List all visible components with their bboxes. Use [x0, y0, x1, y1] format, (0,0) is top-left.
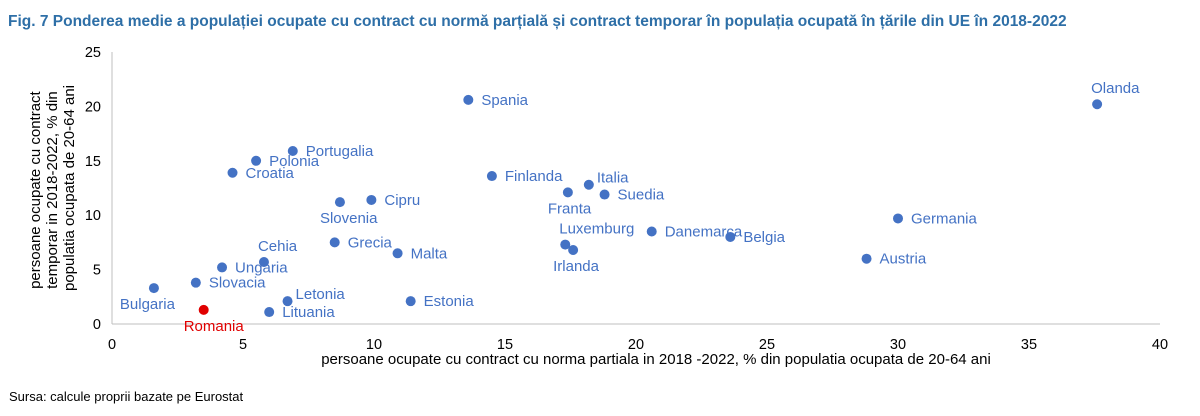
point-label: Luxemburg	[559, 221, 634, 238]
data-point	[562, 187, 573, 198]
point-label: Irlanda	[553, 258, 600, 275]
data-point	[227, 167, 238, 178]
point-label: Austria	[880, 251, 927, 268]
point-label: Slovacia	[209, 275, 266, 292]
data-point	[366, 194, 377, 205]
x-tick-label: 25	[759, 337, 775, 353]
axes	[111, 52, 1160, 325]
x-axis-label: persoane ocupate cu contract cu norma pa…	[321, 351, 991, 368]
x-tick-label: 20	[628, 337, 644, 353]
point-label: Danemarca	[665, 224, 743, 241]
x-tick-label: 40	[1152, 337, 1168, 353]
data-point	[282, 296, 293, 307]
data-point	[583, 179, 594, 190]
data-points	[148, 94, 1103, 318]
x-tick-label: 35	[1021, 337, 1037, 353]
x-tick-labels: 0 5 10 15 20 25 30 35 40	[108, 337, 1168, 353]
data-point	[463, 94, 474, 105]
point-label: Germania	[911, 210, 978, 227]
point-label: Olanda	[1091, 80, 1140, 97]
data-point	[392, 248, 403, 259]
y-axis-label-line-2: temporar in 2018-2022, % din	[44, 91, 61, 289]
x-tick-label: 0	[108, 337, 116, 353]
data-point	[329, 237, 340, 248]
data-point	[893, 213, 903, 224]
y-tick-label: 25	[85, 45, 101, 61]
data-point	[258, 256, 269, 267]
data-point	[287, 146, 298, 157]
x-tick-label: 10	[366, 337, 382, 353]
y-tick-label: 10	[85, 208, 101, 224]
point-label: Polonia	[269, 153, 320, 170]
data-point	[646, 226, 657, 237]
point-label: Cipru	[384, 192, 420, 209]
y-tick-labels: 0 5 10 15 20 25	[85, 45, 101, 333]
point-label: Cehia	[258, 238, 298, 255]
data-point	[251, 155, 262, 166]
point-label: Bulgaria	[120, 296, 176, 313]
source-note: Sursa: calcule proprii bazate pe Eurosta…	[9, 389, 244, 404]
point-label: Malta	[411, 245, 448, 262]
data-point	[560, 239, 571, 250]
point-label: Portugalia	[306, 143, 374, 160]
y-axis-label: persoane ocupate cu contract temporar in…	[27, 85, 78, 291]
y-tick-label: 15	[85, 154, 101, 170]
data-point	[198, 304, 209, 315]
chart-title: Fig. 7 Ponderea medie a populației ocupa…	[8, 13, 1067, 30]
y-tick-label: 5	[93, 263, 101, 279]
point-label: Suedia	[618, 187, 665, 204]
data-point	[148, 283, 159, 294]
point-label: Spania	[481, 92, 528, 109]
data-point	[725, 231, 736, 242]
data-point	[217, 262, 228, 273]
data-point	[599, 189, 610, 200]
point-label: Estonia	[424, 293, 475, 310]
point-label: Franta	[548, 200, 592, 217]
point-label: Slovenia	[320, 210, 378, 227]
point-label: Grecia	[348, 234, 393, 251]
point-label: Romania	[184, 318, 245, 335]
x-tick-label: 15	[497, 337, 513, 353]
x-tick-label: 5	[239, 337, 247, 353]
point-label: Lituania	[282, 304, 335, 321]
point-label: Italia	[597, 170, 629, 187]
data-point	[486, 171, 497, 182]
y-axis-label-line-1: persoane ocupate cu contract	[27, 90, 44, 288]
data-point	[334, 197, 345, 208]
data-point	[264, 307, 275, 318]
point-label: Finlanda	[505, 168, 563, 185]
point-label: Belgia	[743, 229, 785, 246]
point-label: Ungaria	[235, 259, 288, 276]
y-axis-label-line-3: populatia ocupata de 20-64 ani	[61, 85, 78, 291]
data-point	[568, 245, 579, 256]
data-point	[405, 296, 416, 307]
data-point	[190, 277, 201, 288]
y-tick-label: 0	[93, 317, 101, 333]
data-point	[861, 253, 872, 264]
y-tick-label: 20	[85, 99, 101, 115]
point-label: Croatia	[246, 165, 295, 182]
point-label: Letonia	[296, 286, 346, 303]
x-tick-label: 30	[890, 337, 906, 353]
data-point	[1092, 99, 1103, 110]
